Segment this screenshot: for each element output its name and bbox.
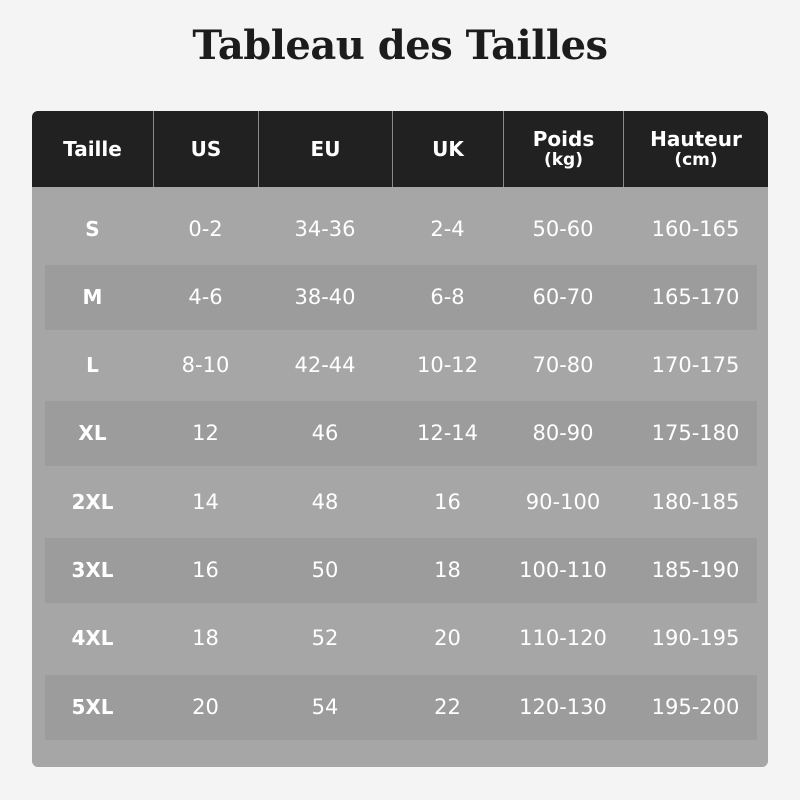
column-header-label: UK bbox=[432, 137, 464, 161]
cell-hauteur: 180-185 bbox=[651, 489, 740, 514]
table-header: Taille US EU UK Poids (kg) Hauteur (cm) bbox=[32, 111, 768, 187]
table-row: 2XL 14 48 16 90-100 180-185 bbox=[45, 470, 757, 535]
cell-hauteur: 185-190 bbox=[651, 558, 740, 583]
table-row: 5XL 20 54 22 120-130 195-200 bbox=[45, 674, 757, 740]
column-header-label: US bbox=[190, 137, 222, 161]
column-header-label: Poids bbox=[532, 127, 595, 151]
cell-us: 0-2 bbox=[188, 216, 223, 241]
table-row: L 8-10 42-44 10-12 70-80 170-175 bbox=[45, 333, 757, 398]
cell-taille: L bbox=[86, 353, 99, 378]
cell-eu: 42-44 bbox=[294, 353, 356, 378]
cell-eu: 38-40 bbox=[294, 284, 356, 309]
table-row: S 0-2 34-36 2-4 50-60 160-165 bbox=[45, 197, 757, 262]
cell-poids: 60-70 bbox=[532, 284, 594, 309]
cell-hauteur: 195-200 bbox=[651, 694, 740, 719]
column-header-taille: Taille bbox=[32, 111, 153, 187]
cell-taille: 5XL bbox=[71, 694, 114, 719]
cell-poids: 100-110 bbox=[519, 558, 607, 583]
cell-poids: 110-120 bbox=[519, 626, 607, 651]
cell-us: 16 bbox=[192, 558, 219, 583]
cell-uk: 20 bbox=[434, 626, 461, 651]
cell-uk: 22 bbox=[434, 694, 461, 719]
table-row: M 4-6 38-40 6-8 60-70 165-170 bbox=[45, 264, 757, 330]
cell-taille: 3XL bbox=[71, 558, 114, 583]
cell-hauteur: 165-170 bbox=[651, 284, 740, 309]
column-header-label: EU bbox=[310, 137, 341, 161]
table-row: 4XL 18 52 20 110-120 190-195 bbox=[45, 606, 757, 671]
cell-poids: 120-130 bbox=[519, 694, 607, 719]
column-header-hauteur: Hauteur (cm) bbox=[623, 111, 768, 187]
cell-taille: XL bbox=[78, 421, 107, 446]
cell-us: 12 bbox=[192, 421, 219, 446]
cell-eu: 50 bbox=[311, 558, 339, 583]
cell-eu: 46 bbox=[311, 421, 339, 446]
cell-us: 20 bbox=[192, 694, 219, 719]
cell-uk: 2-4 bbox=[430, 216, 465, 241]
cell-us: 14 bbox=[192, 489, 219, 514]
column-header-us: US bbox=[153, 111, 258, 187]
table-row: XL 12 46 12-14 80-90 175-180 bbox=[45, 401, 757, 467]
cell-uk: 6-8 bbox=[430, 284, 465, 309]
cell-uk: 10-12 bbox=[416, 353, 479, 378]
column-header-unit: (cm) bbox=[674, 150, 718, 170]
cell-eu: 34-36 bbox=[294, 216, 356, 241]
cell-uk: 16 bbox=[434, 489, 461, 514]
cell-hauteur: 175-180 bbox=[651, 421, 740, 446]
cell-poids: 70-80 bbox=[532, 353, 594, 378]
cell-taille: 4XL bbox=[71, 626, 114, 651]
page-title: Tableau des Tailles bbox=[192, 22, 608, 69]
cell-poids: 90-100 bbox=[525, 489, 601, 514]
size-table: Taille US EU UK Poids (kg) Hauteur (cm) S 0-2 34-… bbox=[32, 111, 768, 767]
cell-eu: 54 bbox=[311, 694, 339, 719]
column-header-label: Taille bbox=[63, 137, 122, 161]
cell-hauteur: 160-165 bbox=[651, 216, 740, 241]
column-header-eu: EU bbox=[258, 111, 392, 187]
cell-hauteur: 190-195 bbox=[651, 626, 740, 651]
column-header-uk: UK bbox=[392, 111, 503, 187]
cell-us: 18 bbox=[192, 626, 219, 651]
cell-taille: 2XL bbox=[71, 489, 114, 514]
column-header-poids: Poids (kg) bbox=[503, 111, 623, 187]
column-header-unit: (kg) bbox=[543, 150, 583, 170]
cell-taille: M bbox=[82, 284, 103, 309]
cell-us: 8-10 bbox=[181, 353, 230, 378]
cell-poids: 80-90 bbox=[532, 421, 594, 446]
cell-uk: 18 bbox=[434, 558, 461, 583]
cell-poids: 50-60 bbox=[532, 216, 594, 241]
cell-taille: S bbox=[85, 216, 100, 241]
cell-eu: 52 bbox=[311, 626, 339, 651]
table-row: 3XL 16 50 18 100-110 185-190 bbox=[45, 538, 757, 604]
column-header-label: Hauteur bbox=[650, 127, 742, 151]
cell-us: 4-6 bbox=[188, 284, 223, 309]
cell-hauteur: 170-175 bbox=[651, 353, 740, 378]
cell-eu: 48 bbox=[311, 489, 339, 514]
cell-uk: 12-14 bbox=[416, 421, 479, 446]
